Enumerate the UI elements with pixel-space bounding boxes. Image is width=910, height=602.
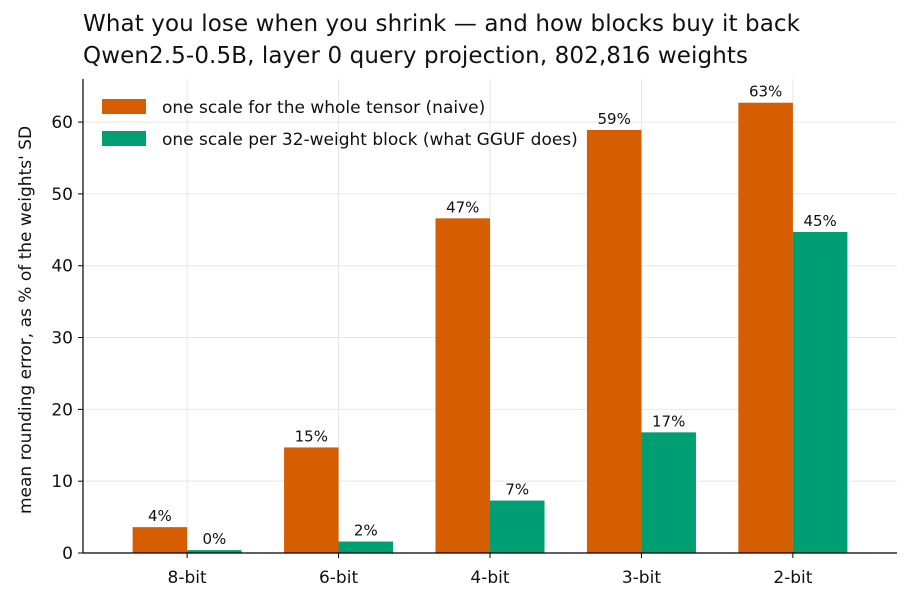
bar-block [490, 500, 545, 553]
x-tick-label: 2-bit [773, 568, 812, 588]
bar-value-label: 2% [354, 522, 378, 540]
bar-value-label: 17% [652, 412, 685, 430]
bars-group [132, 102, 848, 554]
y-tick-label: 40 [51, 257, 73, 277]
bar-block [187, 550, 242, 553]
chart-subtitle: Qwen2.5-0.5B, layer 0 query projection, … [83, 43, 749, 69]
bar-block [338, 541, 394, 553]
bar-naive [738, 102, 793, 553]
bar-naive [435, 218, 490, 553]
legend-swatch-block [102, 131, 146, 146]
bar-block [792, 231, 848, 554]
y-tick-label: 50 [51, 185, 73, 205]
y-tick-label: 10 [51, 472, 73, 492]
legend-label-naive: one scale for the whole tensor (naive) [162, 98, 485, 118]
bar-value-label: 45% [803, 212, 836, 230]
y-tick-label: 0 [62, 544, 73, 564]
bar-naive [284, 447, 339, 553]
y-tick-label: 20 [51, 400, 73, 420]
bar-value-label: 0% [202, 530, 226, 548]
legend-swatch-naive [102, 99, 146, 114]
legend-label-block: one scale per 32-weight block (what GGUF… [162, 130, 578, 150]
bar-value-labels: 4% 15% 47% 59% 63% 0% 2% 7% 17% 45% [148, 83, 837, 548]
bar-value-label: 63% [749, 83, 782, 101]
bar-value-label: 4% [148, 507, 172, 525]
bar-naive [132, 527, 188, 553]
x-tick-label: 6-bit [319, 568, 358, 588]
x-tick-label: 8-bit [168, 568, 207, 588]
bar-value-label: 7% [505, 481, 529, 499]
y-ticks: 0 10 20 30 40 50 60 [51, 113, 83, 564]
bar-value-label: 47% [446, 198, 479, 216]
y-tick-label: 60 [51, 113, 73, 133]
chart-title: What you lose when you shrink — and how … [83, 11, 801, 37]
legend: one scale for the whole tensor (naive) o… [102, 98, 578, 150]
x-tick-label: 4-bit [470, 568, 509, 588]
y-axis-label: mean rounding error, as % of the weights… [16, 126, 36, 514]
bar-block [641, 432, 696, 553]
bar-naive [586, 129, 642, 553]
x-ticks: 8-bit 6-bit 4-bit 3-bit 2-bit [168, 553, 813, 588]
x-tick-label: 3-bit [622, 568, 661, 588]
bar-value-label: 15% [295, 427, 328, 445]
bar-value-label: 59% [598, 110, 631, 128]
y-tick-label: 30 [51, 329, 73, 349]
